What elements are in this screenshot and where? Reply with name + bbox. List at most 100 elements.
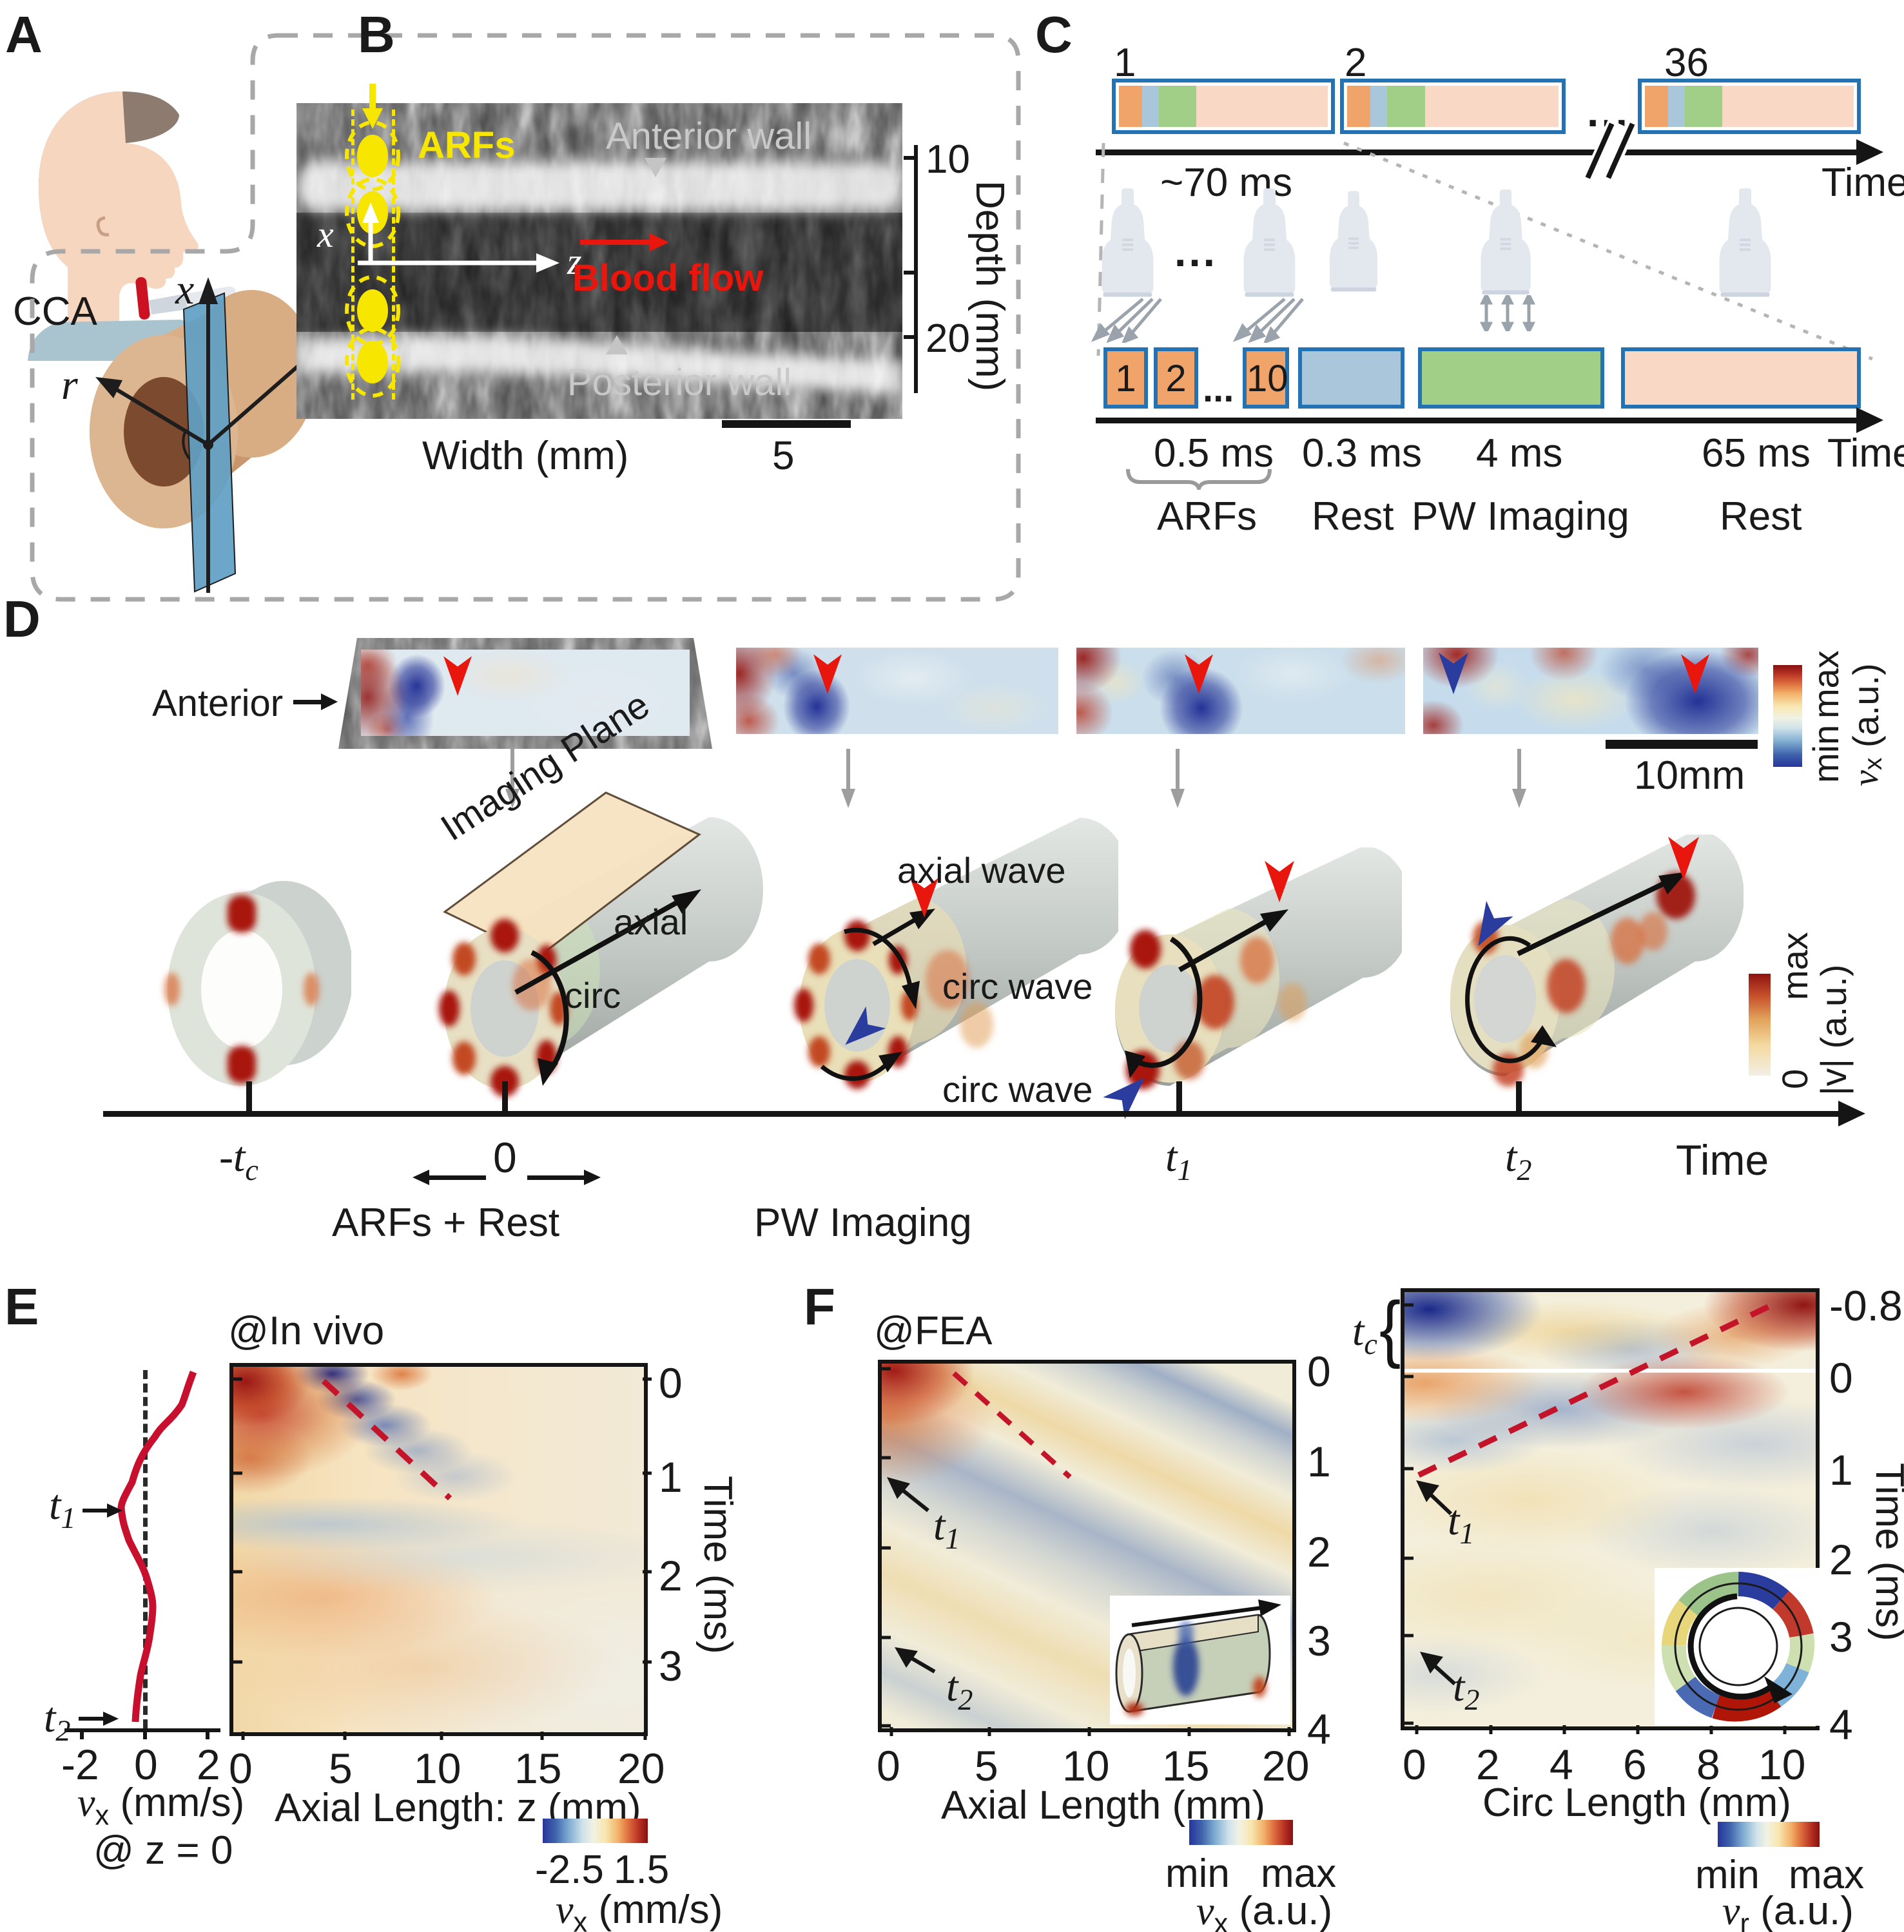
e-xtick-5: 5 xyxy=(329,1744,353,1792)
e-trace-plot xyxy=(64,1371,220,1739)
fa-xtick-5: 5 xyxy=(975,1742,998,1790)
sequence-block-1 xyxy=(1112,79,1335,134)
posterior-wall-label: Posterior wall xyxy=(567,362,792,403)
transducer-icon xyxy=(1325,187,1382,295)
vessel-x-label: x xyxy=(175,266,195,313)
down-arrow-icon xyxy=(840,749,856,808)
e-t2-sub: 2 xyxy=(55,1714,71,1748)
push-block-10-label: 10 xyxy=(1247,358,1288,400)
f-circ-overlay xyxy=(1404,1303,1787,1734)
e-heatmap-ylabel: Time (ms) xyxy=(695,1476,740,1654)
e-trace-xlabel: vx (mm/s) xyxy=(77,1780,244,1831)
f-halfpipe-arrowhead-icon xyxy=(1258,1599,1281,1616)
e-t2-base: t xyxy=(44,1694,56,1741)
vmag-colorbar-max: max xyxy=(1774,932,1815,1000)
vx-colorbar-min: min xyxy=(1805,724,1846,783)
depth-tick-20 xyxy=(904,335,918,339)
arfs-rest-arrowhead-icon xyxy=(413,1170,429,1185)
d-tick-label-t2: t2 xyxy=(1505,1133,1531,1187)
d-tick-zero xyxy=(502,1081,508,1111)
f-circ-colorbar-max: max xyxy=(1789,1853,1865,1897)
arfs-label: ARFs xyxy=(418,124,516,166)
depth-axis-line xyxy=(914,145,918,393)
duration-4ms: 4 ms xyxy=(1476,431,1563,476)
f-circ-tc-brace: { xyxy=(1379,1286,1401,1370)
circ-wave-arrowhead-bottom-icon xyxy=(879,1052,902,1072)
t1-axial-arrowhead-icon xyxy=(1260,909,1288,932)
r-axis-arrowhead-icon xyxy=(95,377,122,398)
vmag-colorbar-zero: 0 xyxy=(1774,1068,1815,1089)
arfs-rest-arrow xyxy=(427,1175,486,1180)
fc-t2-sub: 2 xyxy=(1464,1683,1480,1717)
f-circ-t1-arrowhead-icon xyxy=(1416,1480,1439,1502)
depth-tick-mid xyxy=(904,271,918,275)
fc-ytick-neg08: -0.8 xyxy=(1829,1282,1903,1329)
d-tick-label-zero: 0 xyxy=(493,1134,517,1181)
c-top-time-arrowhead-icon xyxy=(1856,139,1883,165)
e-ytick-2: 2 xyxy=(659,1552,683,1599)
c-bottom-time-label: Time xyxy=(1827,431,1904,476)
fa-xtick-15: 15 xyxy=(1162,1742,1210,1790)
c-bottom-time-arrowhead-icon xyxy=(1856,407,1883,433)
e-title: @In vivo xyxy=(228,1309,385,1353)
f-axial-t2-label: t2 xyxy=(946,1663,973,1717)
e-xlabel-sub: x xyxy=(95,1800,110,1831)
fa-t1-base: t xyxy=(933,1502,946,1549)
phase-pw-imaging: PW Imaging xyxy=(1412,494,1629,539)
e-t2-label: t2 xyxy=(44,1694,70,1748)
transducer-icon xyxy=(1476,187,1535,296)
circ-wave-arrowhead-top-icon xyxy=(902,981,920,1009)
d-scalebar-label: 10mm xyxy=(1634,753,1745,798)
depth-axis-label: Depth (mm) xyxy=(967,180,1012,392)
circ-arrowhead-icon xyxy=(538,1058,558,1086)
d-t1-base: t xyxy=(1165,1134,1178,1181)
duration-0-5ms: 0.5 ms xyxy=(1154,431,1274,476)
cylinder-t0 xyxy=(439,791,763,1097)
seq-number-1: 1 xyxy=(1114,41,1136,85)
wave-marker-blue-icon xyxy=(1439,652,1468,695)
e-t2-arrowhead-icon xyxy=(103,1712,119,1726)
down-arrow-icon xyxy=(1170,749,1185,808)
f-axial-colorbar-min: min xyxy=(1165,1851,1230,1896)
carotid-artery-mark xyxy=(135,277,150,320)
fa-t1-sub: 1 xyxy=(945,1522,960,1556)
push-block-1: 1 xyxy=(1103,347,1148,409)
d-time-label: Time xyxy=(1676,1136,1769,1184)
d-tick-t1 xyxy=(1176,1081,1182,1111)
us-z-arrowhead-icon xyxy=(536,253,559,273)
circ-wave-arrow-bottom xyxy=(820,1063,888,1081)
t2-axial-arrowhead-icon xyxy=(1658,872,1687,894)
f-axial-heatmap xyxy=(878,1360,1296,1736)
dashed-outline-path xyxy=(30,33,1021,602)
e-t2-arrow xyxy=(79,1717,106,1721)
panel-f-label: F xyxy=(804,1278,835,1335)
b-scalebar xyxy=(722,420,851,428)
cylinder-t2 xyxy=(1450,835,1744,1087)
e-xtick-15: 15 xyxy=(514,1744,562,1792)
panel-c-label: C xyxy=(1035,6,1073,63)
f-circ-zero-line xyxy=(1404,1369,1816,1373)
duration-0-3ms: 0.3 ms xyxy=(1302,431,1423,476)
expansion-guides xyxy=(1096,141,1873,361)
r-axis-line xyxy=(108,383,209,447)
e-trace-tick-0: 0 xyxy=(134,1741,158,1788)
push-block-2-label: 2 xyxy=(1165,358,1187,400)
dashed-outline xyxy=(30,33,1021,602)
d-time-arrowhead-icon xyxy=(1838,1101,1865,1126)
t1-circ-arrowhead-icon xyxy=(1125,1050,1145,1078)
e-trace-zeroline xyxy=(143,1370,148,1728)
d-anterior-arrow xyxy=(293,700,323,704)
c-top-time-axis xyxy=(1096,150,1860,155)
probe-head-shape xyxy=(149,294,188,314)
wave-marker-red-icon xyxy=(1185,654,1213,694)
pw-arrowhead-icon xyxy=(584,1170,601,1185)
panel-d-label: D xyxy=(3,590,41,648)
push-blocks-ellipsis: ... xyxy=(1203,368,1234,410)
fc-xtick-10: 10 xyxy=(1758,1741,1806,1788)
f-axial-t2-arrowhead-icon xyxy=(895,1647,918,1668)
e-t1-arrow xyxy=(83,1509,110,1512)
us-axes xyxy=(358,202,559,273)
ultrasound-image xyxy=(296,103,902,419)
transducer-icon xyxy=(1239,187,1300,298)
e-t1-arrowhead-icon xyxy=(107,1503,122,1518)
